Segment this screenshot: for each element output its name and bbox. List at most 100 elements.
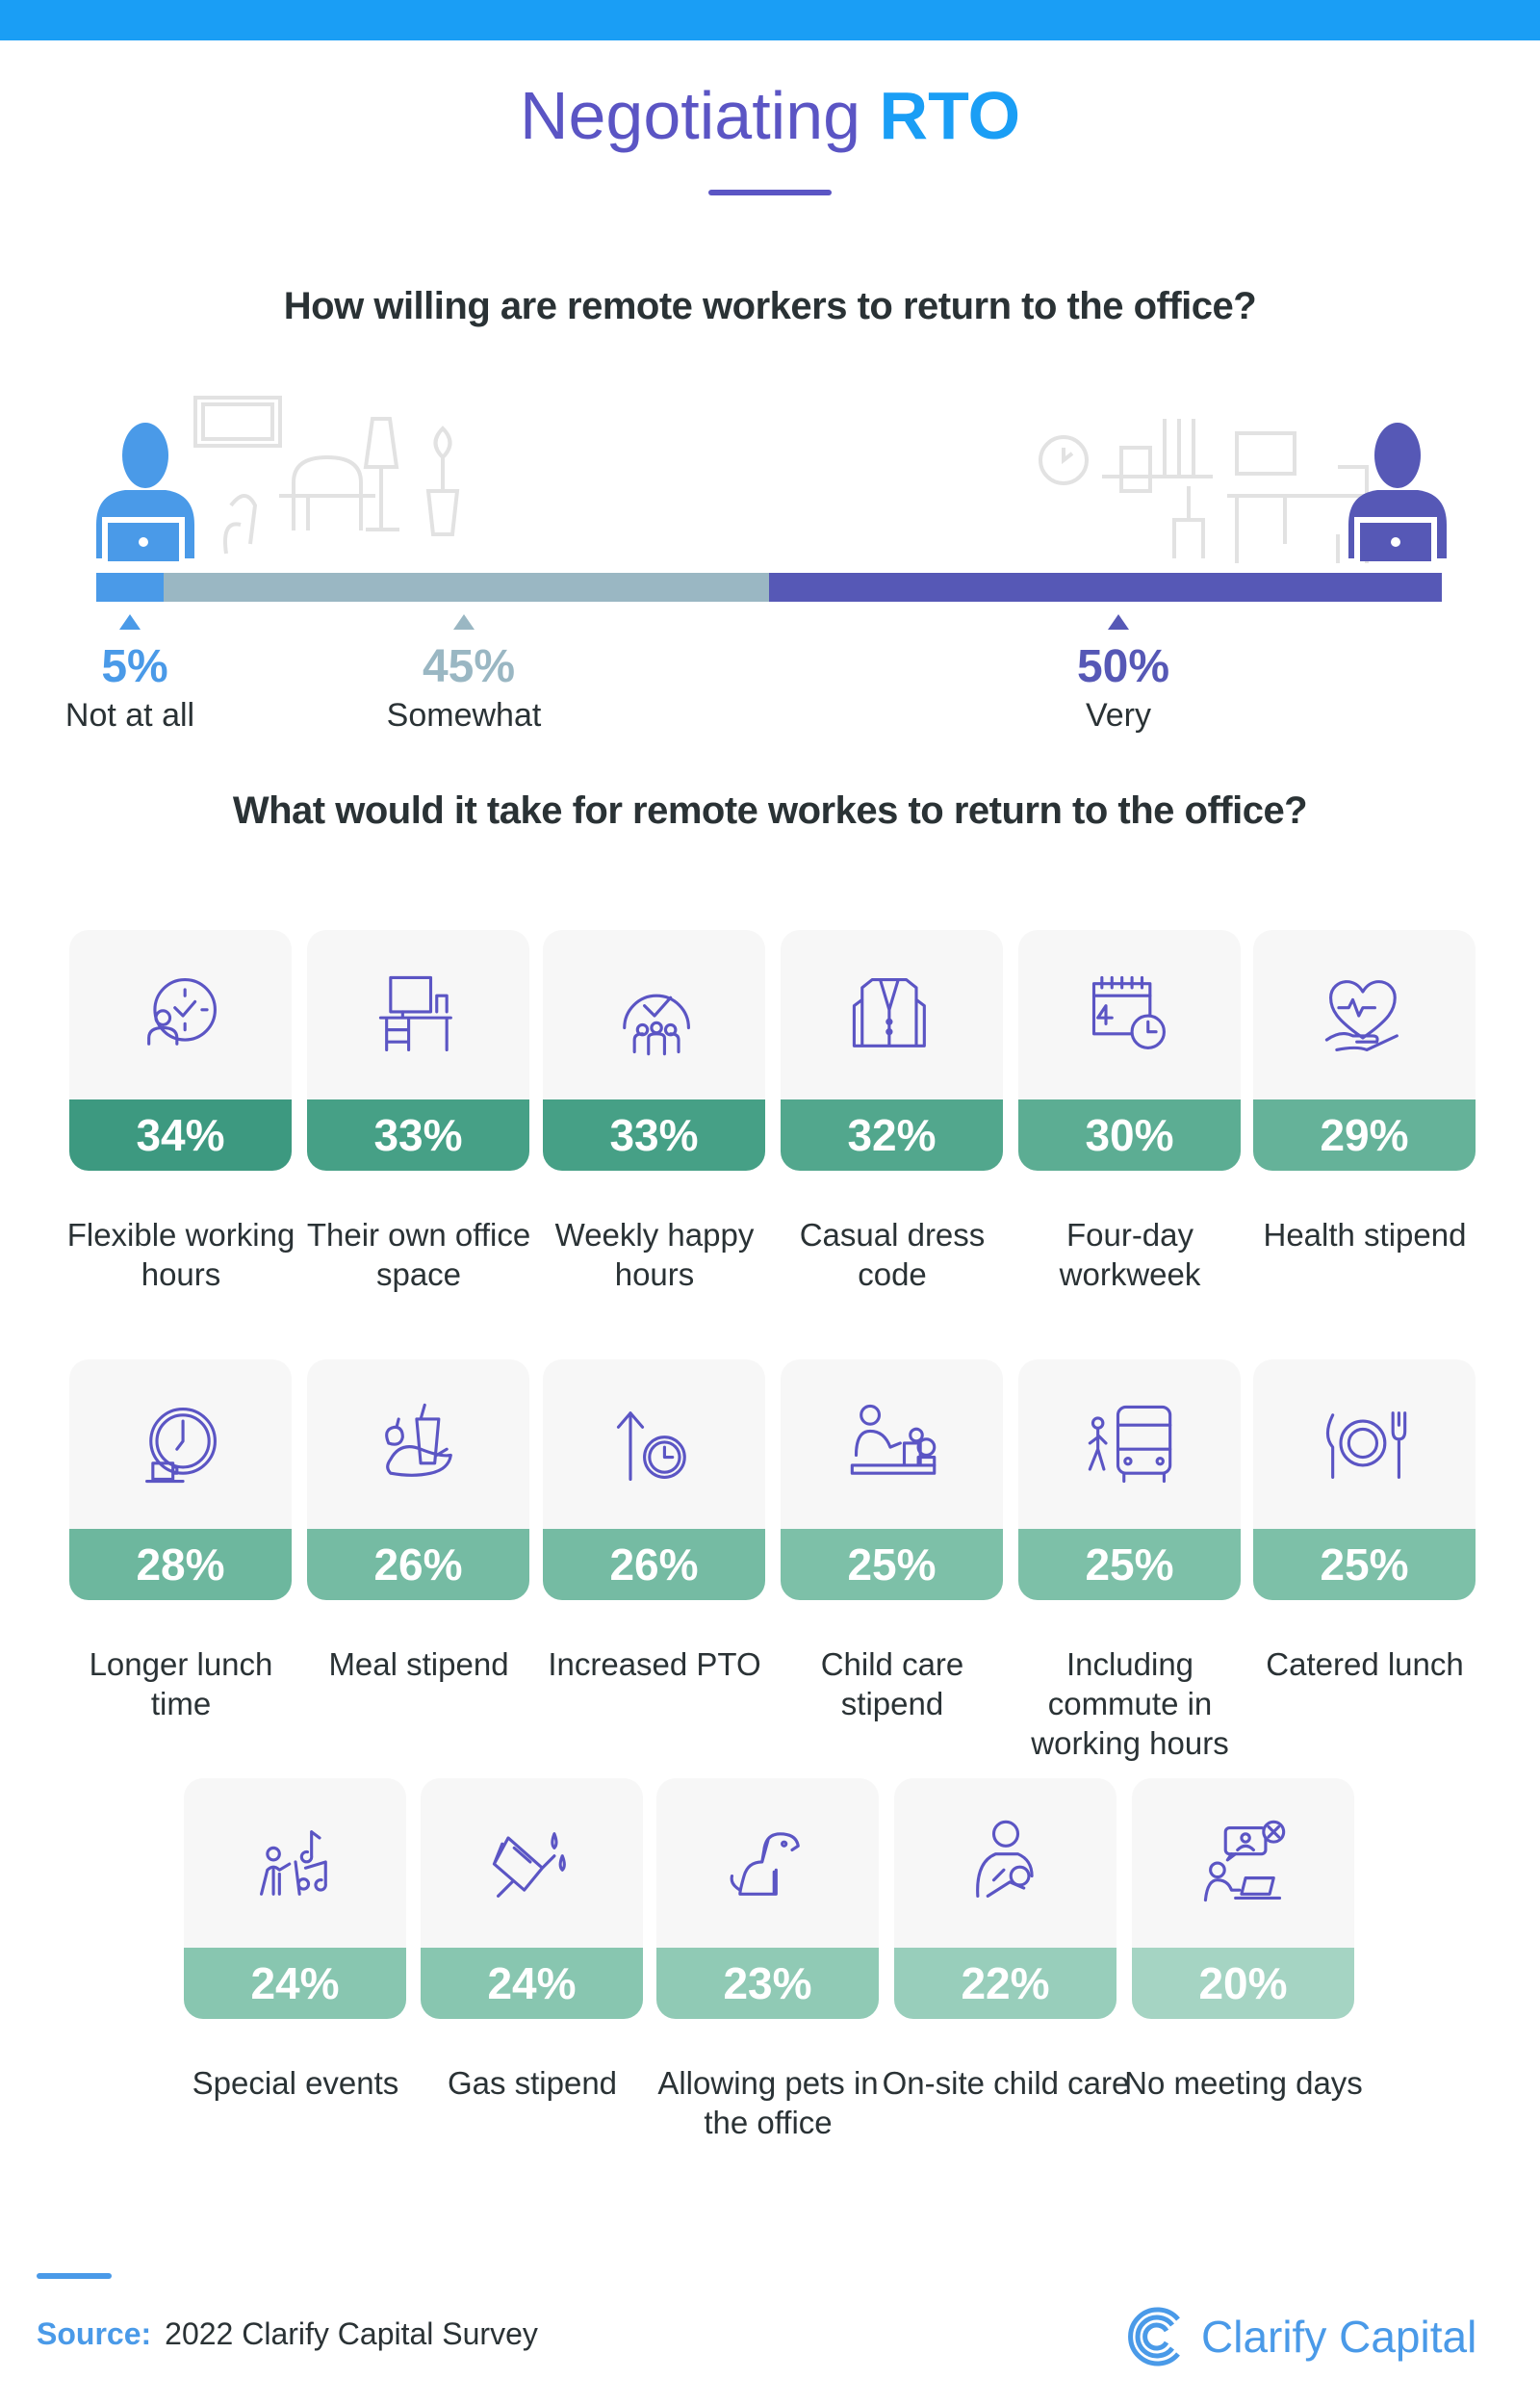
willingness-question: How willing are remote workers to return… [283,285,1257,327]
incentive-label: Their own office space [306,1217,531,1292]
clock-group-icon [622,994,690,1056]
jacket-icon [852,977,926,1047]
logo-text: Clarify Capital [1201,2312,1477,2362]
card-icon-area [1018,1359,1241,1529]
incentive-label: Weekly happy hours [554,1217,755,1292]
percent-badge: 33% [543,1099,765,1171]
footer-rule [37,2273,112,2279]
marker-triangle-icon [1108,614,1129,630]
incentive-label: Flexible working hours [66,1217,295,1292]
card-icon-area [69,1359,292,1529]
percent-badge: 24% [421,1948,643,2019]
incentive-card: 25% [781,1359,1003,1600]
child-care-icon [850,1404,936,1475]
bar-segment-1 [163,573,769,602]
bus-icon [1088,1405,1171,1484]
desk-icon [378,975,452,1052]
card-icon-area [656,1778,879,1948]
incentive-card: 25% [1253,1359,1476,1600]
card-icon-area [894,1778,1116,1948]
incentive-card: 24% [184,1778,406,2019]
incentive-card: 24% [421,1778,643,2019]
home-furniture-icons [193,396,1386,563]
percent-badge: 25% [1253,1529,1476,1600]
office-worker-right-icon [1348,423,1447,561]
incentive-card: 29% [1253,930,1476,1171]
gas-pump-icon [492,1832,566,1898]
incentive-label: Catered lunch [1266,1646,1464,1682]
music-icon [259,1830,327,1896]
percent-badge: 26% [543,1529,765,1600]
marker-triangle-icon [119,614,141,630]
incentive-label: On-site child care [882,2065,1130,2101]
incentive-label: Four-day workweek [1059,1217,1201,1292]
segment-percent: 5% [101,641,168,692]
percent-badge: 33% [307,1099,529,1171]
segment-percent: 50% [1076,641,1170,692]
percent-badge: 22% [894,1948,1116,2019]
incentive-label: Allowing pets in the office [657,2065,879,2140]
incentive-card: 26% [307,1359,529,1600]
food-icon [384,1403,452,1477]
percent-badge: 24% [184,1948,406,2019]
incentive-card: 33% [543,930,765,1171]
card-icon-area [1132,1778,1354,1948]
page-title: Negotiating RTO [0,77,1540,154]
logo-mark-icon [1128,2307,1180,2366]
clarify-capital-logo[interactable]: Clarify Capital [1126,2306,1476,2367]
card-icon-area [69,930,292,1099]
incentive-label: Casual dress code [799,1217,986,1292]
incentive-label: Child care stipend [820,1646,964,1721]
percent-badge: 20% [1132,1948,1354,2019]
plate-icon [1325,1411,1406,1479]
incentive-card: 26% [543,1359,765,1600]
bar-segment-2 [768,573,1442,602]
clock-coffee-icon [144,1407,217,1484]
home-office-illustration [96,396,1447,563]
incentive-card: 25% [1018,1359,1241,1600]
card-icon-area [781,1359,1003,1529]
incentive-label: Health stipend [1263,1217,1467,1253]
incentive-card: 30% [1018,930,1241,1171]
incentive-card: 23% [656,1778,879,2019]
card-icon-area [1018,930,1241,1099]
arrow-clock-icon [616,1411,686,1482]
percent-badge: 26% [307,1529,529,1600]
segment-label: Not at all [64,697,195,734]
card-icon-area [1253,1359,1476,1529]
percent-badge: 25% [1018,1529,1241,1600]
card-icon-area [421,1778,643,1948]
title-light: Negotiating [519,78,861,153]
willingness-bar [96,573,1442,602]
incentives-question: What would it take for remote workes to … [232,789,1308,832]
incentive-label: Meal stipend [328,1646,509,1682]
percent-badge: 29% [1253,1099,1476,1171]
segment-percent: 45% [422,641,516,692]
percent-badge: 30% [1018,1099,1241,1171]
heart-hand-icon [1324,980,1399,1052]
percent-badge: 34% [69,1099,292,1171]
incentive-label: Gas stipend [447,2065,618,2101]
card-icon-area [543,930,765,1099]
incentive-card: 34% [69,930,292,1171]
incentive-card: 20% [1132,1778,1354,2019]
percent-badge: 25% [781,1529,1003,1600]
percent-badge: 28% [69,1529,292,1600]
incentive-label: Including commute in working hours [1031,1646,1229,1761]
marker-triangle-icon [453,614,475,630]
bar-segment-0 [96,573,164,602]
top-accent-bar [0,0,1540,40]
dog-icon [730,1832,800,1896]
incentive-card: 33% [307,930,529,1171]
card-icon-area [781,930,1003,1099]
card-icon-area [307,1359,529,1529]
source-line: Source: 2022 Clarify Capital Survey [37,2316,538,2352]
percent-badge: 32% [781,1099,1003,1171]
incentive-label: No meeting days [1124,2065,1363,2101]
incentive-card: 32% [781,930,1003,1171]
parent-child-icon [975,1820,1034,1898]
incentive-label: Longer lunch time [89,1646,273,1721]
source-label: Source: [37,2316,152,2351]
segment-label: Very [1085,697,1152,734]
no-meeting-icon [1203,1820,1285,1902]
